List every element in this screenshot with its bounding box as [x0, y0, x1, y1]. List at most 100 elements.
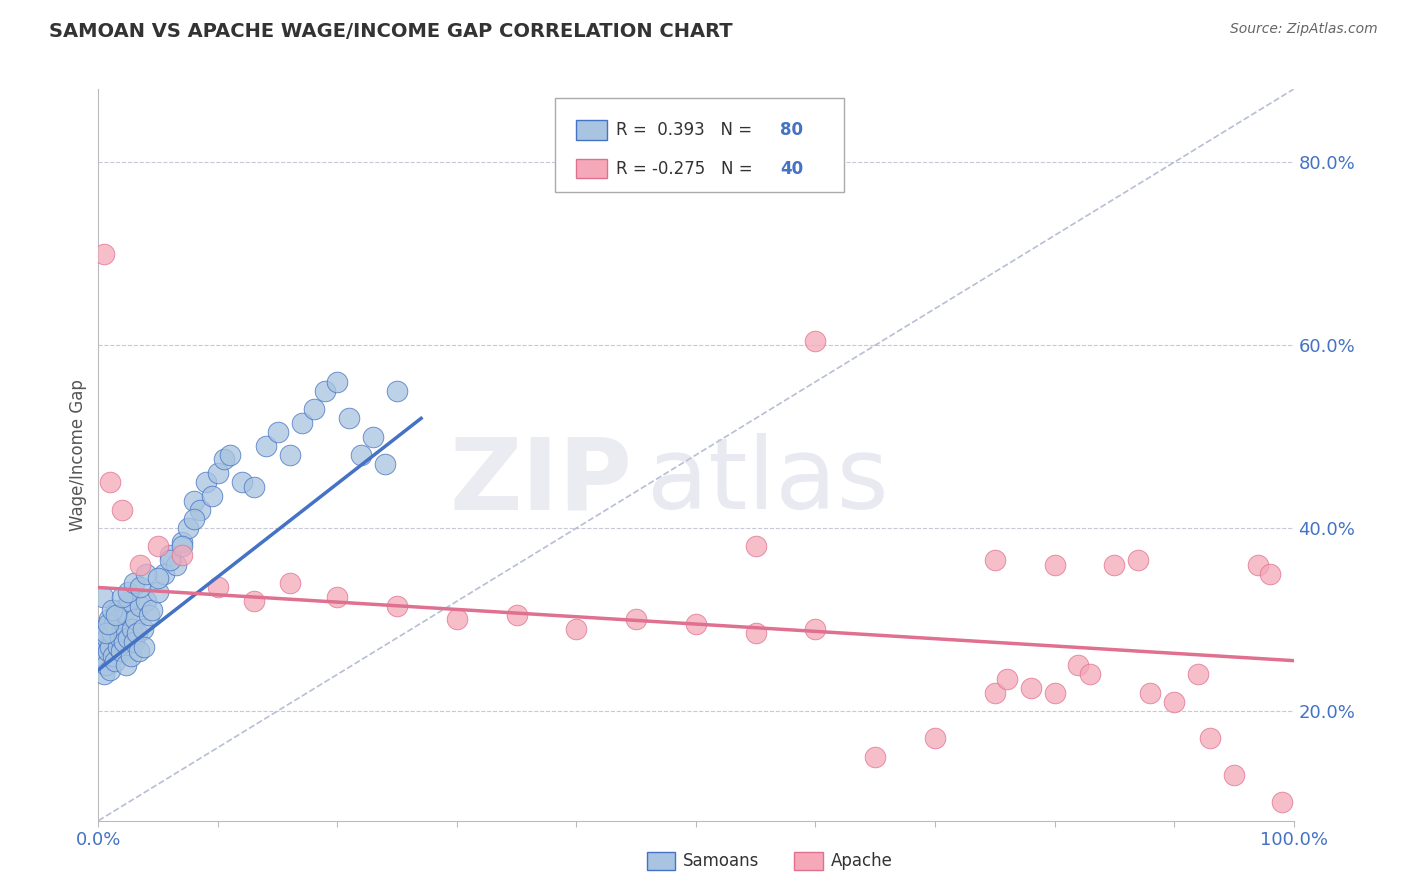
Point: [1080, 667, 1102, 681]
Point: [94, 626, 117, 640]
Point: [506, 607, 529, 622]
Point: [219, 448, 242, 462]
Point: [326, 590, 349, 604]
Point: [129, 599, 152, 613]
Point: [100, 626, 122, 640]
Point: [207, 581, 229, 595]
Point: [100, 603, 122, 617]
Point: [1019, 681, 1042, 695]
Point: [267, 425, 290, 439]
Point: [94, 658, 117, 673]
Text: R =  0.393   N =: R = 0.393 N =: [616, 121, 758, 139]
Point: [172, 549, 194, 563]
Point: [1199, 731, 1222, 746]
Point: [1139, 686, 1161, 700]
Point: [103, 617, 125, 632]
Point: [177, 521, 200, 535]
Point: [97, 644, 120, 658]
Point: [350, 448, 373, 462]
Point: [254, 439, 277, 453]
Point: [107, 640, 129, 654]
Point: [865, 749, 887, 764]
Point: [1104, 558, 1126, 572]
Point: [117, 631, 139, 645]
Point: [98, 663, 122, 677]
Point: [1187, 667, 1209, 681]
Point: [105, 607, 128, 622]
Point: [278, 576, 301, 591]
Point: [124, 576, 146, 591]
Point: [278, 448, 301, 462]
Point: [231, 475, 253, 490]
Point: [107, 613, 129, 627]
Point: [105, 603, 128, 617]
Point: [745, 539, 768, 553]
Point: [121, 622, 143, 636]
Point: [207, 466, 229, 480]
Point: [984, 553, 1007, 567]
Point: [125, 626, 148, 640]
Text: SAMOAN VS APACHE WAGE/INCOME GAP CORRELATION CHART: SAMOAN VS APACHE WAGE/INCOME GAP CORRELA…: [49, 22, 733, 41]
Point: [1163, 695, 1185, 709]
Point: [91, 635, 114, 649]
Point: [128, 644, 150, 658]
Point: [117, 585, 139, 599]
Point: [148, 585, 170, 599]
Point: [111, 503, 134, 517]
Point: [104, 654, 127, 668]
Point: [243, 594, 266, 608]
Point: [1271, 796, 1294, 810]
Text: Source: ZipAtlas.com: Source: ZipAtlas.com: [1230, 22, 1378, 37]
Point: [148, 539, 170, 553]
Point: [984, 686, 1007, 700]
Point: [165, 558, 187, 572]
Point: [98, 640, 122, 654]
Point: [243, 480, 266, 494]
Point: [124, 635, 146, 649]
Point: [101, 649, 124, 664]
Point: [745, 626, 768, 640]
Point: [120, 649, 142, 664]
Point: [385, 599, 409, 613]
Point: [1247, 558, 1270, 572]
Point: [326, 375, 349, 389]
Point: [108, 631, 131, 645]
Point: [138, 607, 160, 622]
Point: [291, 416, 314, 430]
Point: [91, 590, 114, 604]
Text: 40: 40: [780, 160, 803, 178]
Point: [98, 613, 121, 627]
Point: [98, 475, 122, 490]
Point: [183, 493, 205, 508]
Point: [93, 622, 115, 636]
Text: R = -0.275   N =: R = -0.275 N =: [616, 160, 758, 178]
Point: [93, 667, 115, 681]
Point: [363, 430, 385, 444]
Point: [315, 384, 337, 398]
Point: [90, 631, 112, 645]
Point: [110, 644, 132, 658]
Point: [132, 640, 155, 654]
Point: [115, 607, 138, 622]
Point: [195, 475, 218, 490]
Point: [374, 457, 396, 471]
Point: [96, 631, 118, 645]
Point: [135, 566, 157, 581]
Point: [1067, 658, 1090, 673]
Text: ZIP: ZIP: [450, 434, 633, 530]
Point: [302, 402, 325, 417]
Point: [924, 731, 946, 746]
Point: [159, 549, 181, 563]
Point: [1043, 686, 1066, 700]
Text: atlas: atlas: [647, 434, 889, 530]
Text: 80: 80: [780, 121, 803, 139]
Point: [115, 658, 138, 673]
Point: [172, 534, 194, 549]
Point: [114, 603, 136, 617]
Point: [1258, 566, 1281, 581]
Point: [111, 622, 134, 636]
Point: [129, 581, 152, 595]
Point: [804, 622, 827, 636]
Point: [183, 512, 205, 526]
Text: Samoans: Samoans: [683, 852, 759, 870]
